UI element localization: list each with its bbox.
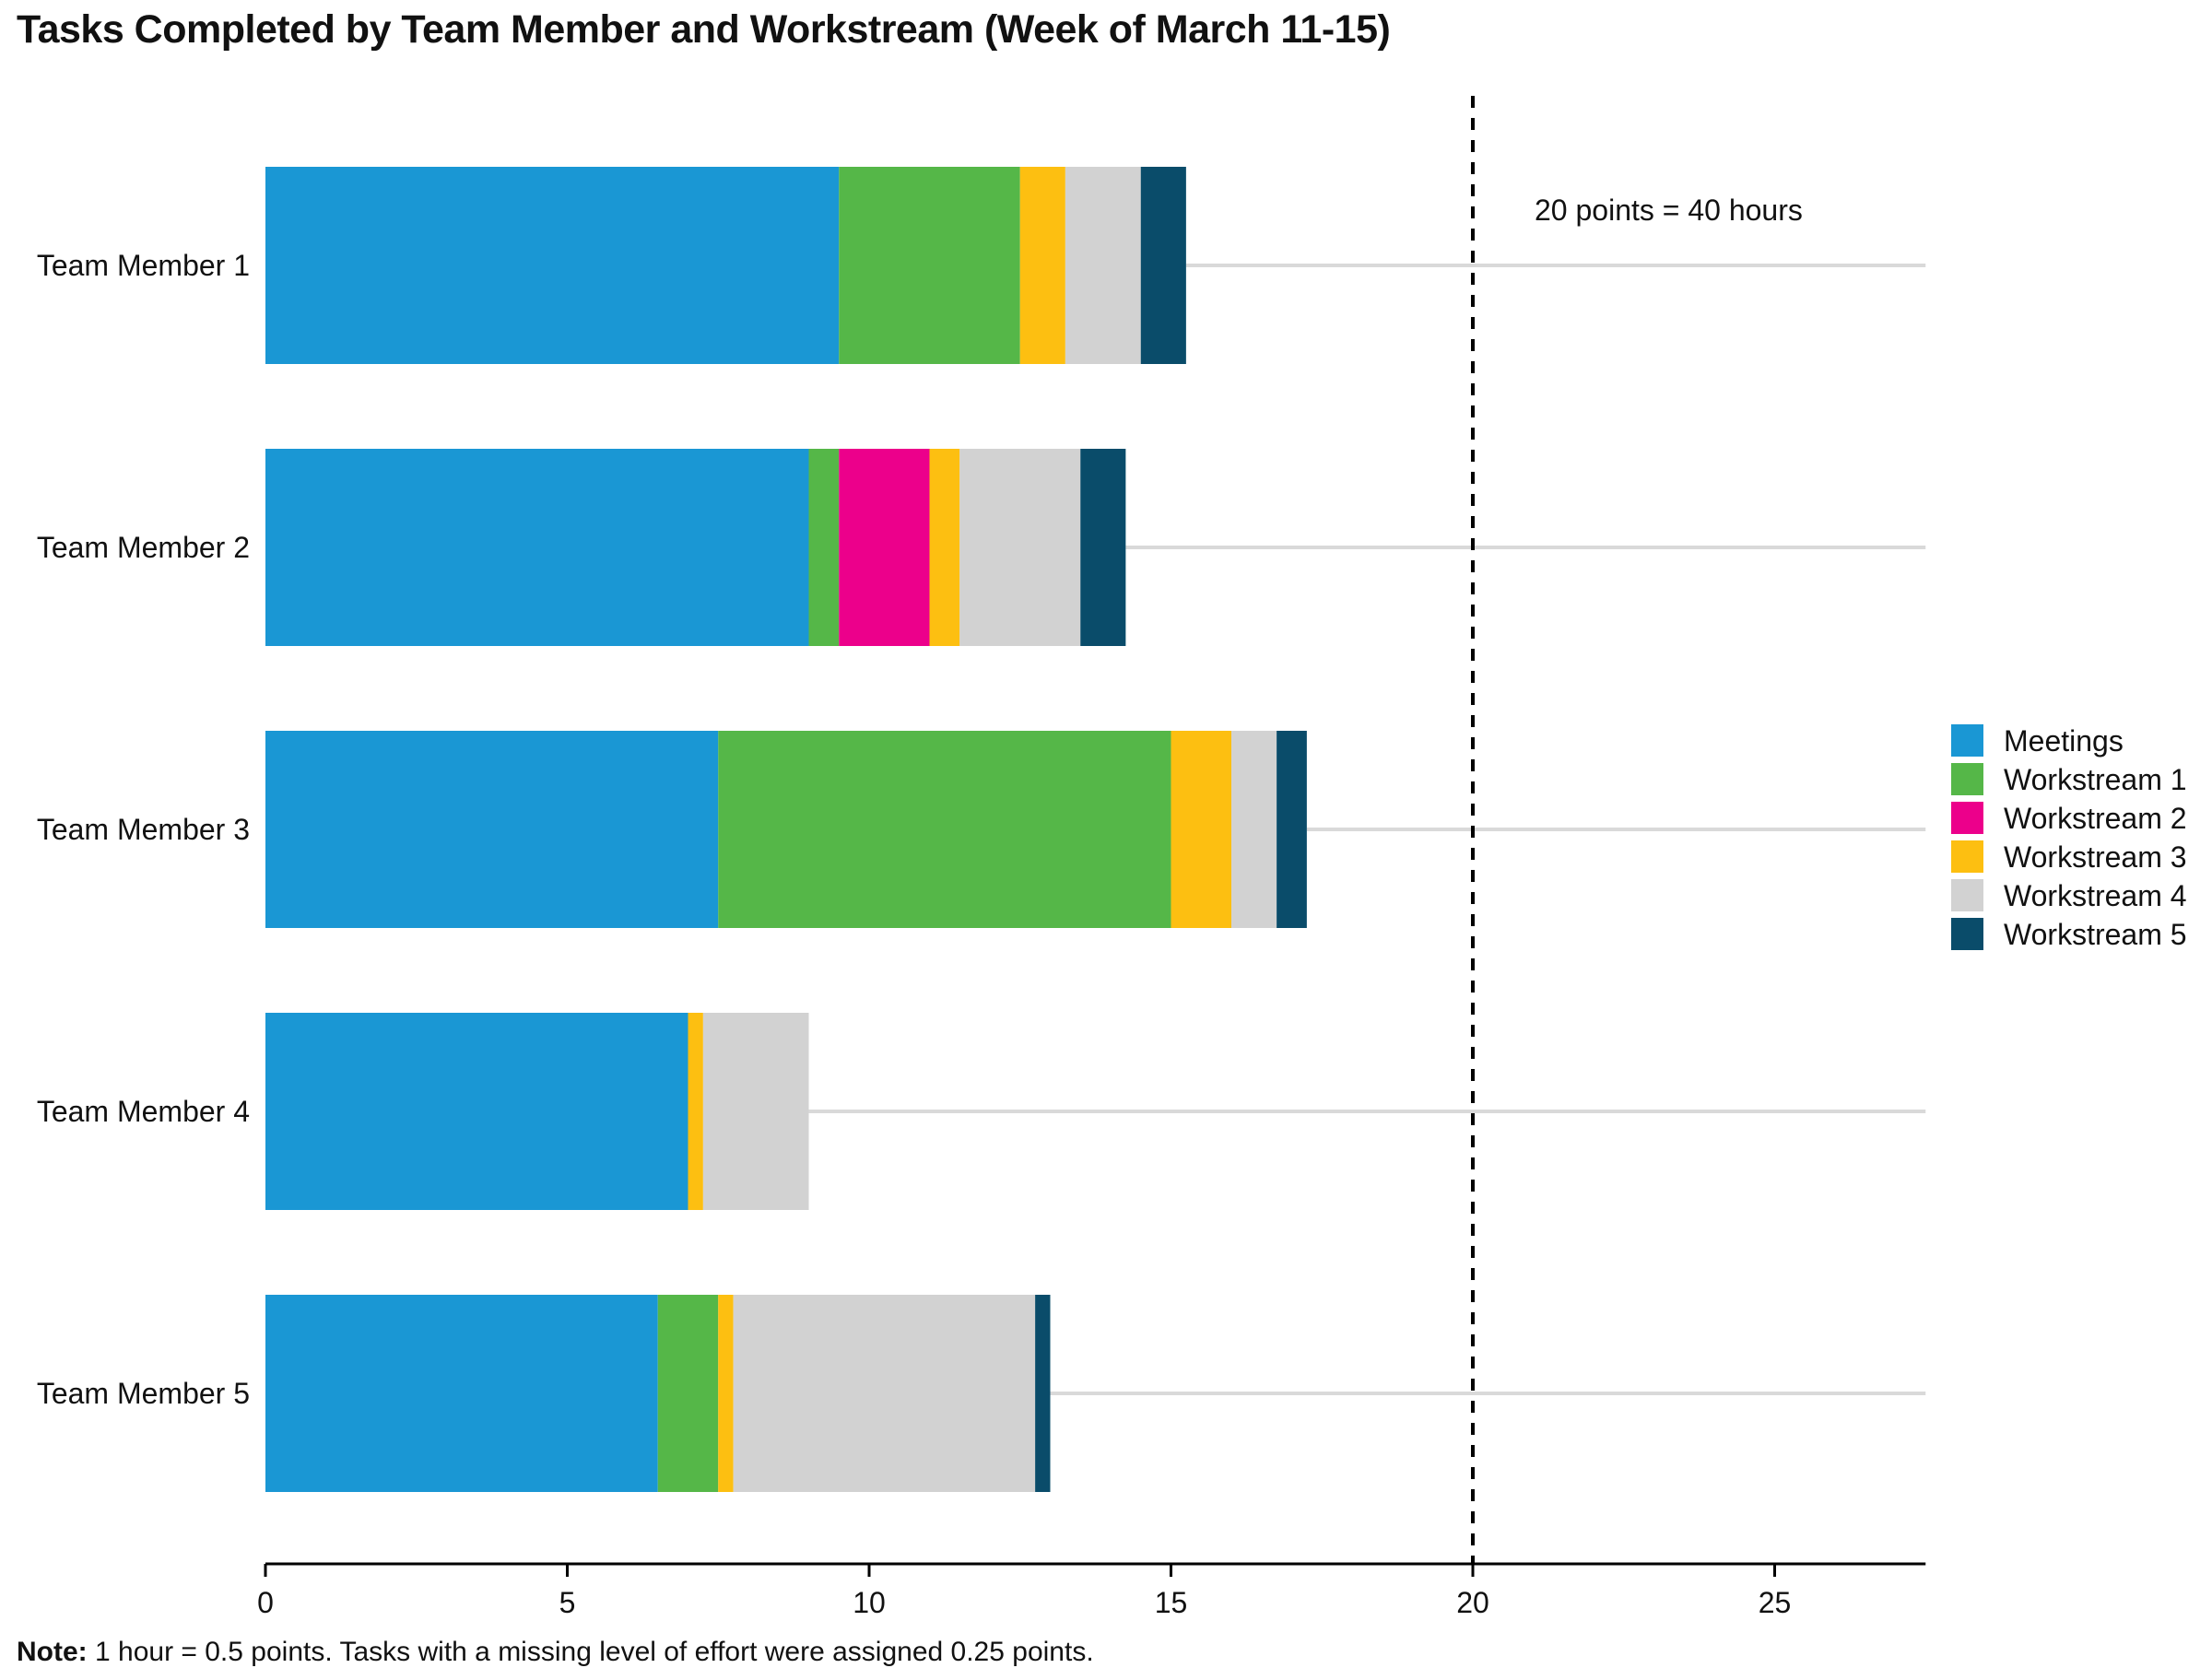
legend-swatch bbox=[1951, 763, 1983, 795]
y-tick-label: Team Member 5 bbox=[37, 1377, 250, 1410]
bar-segment bbox=[702, 1013, 809, 1210]
x-tick-label: 20 bbox=[1456, 1586, 1489, 1619]
legend-label: Workstream 1 bbox=[2004, 763, 2187, 796]
bar-track-lines bbox=[808, 264, 1926, 1395]
legend-label: Workstream 2 bbox=[2004, 802, 2187, 835]
y-tick-label: Team Member 4 bbox=[37, 1095, 250, 1128]
x-tick-label: 5 bbox=[559, 1586, 576, 1619]
bar-segment bbox=[1019, 167, 1065, 364]
bar-segments bbox=[265, 167, 1307, 1492]
bar-segment bbox=[718, 731, 1171, 928]
x-tick-label: 10 bbox=[853, 1586, 886, 1619]
bar-segment bbox=[1065, 167, 1141, 364]
bar-segment bbox=[1277, 731, 1307, 928]
bar-segment bbox=[839, 167, 1020, 364]
bar-segment bbox=[959, 449, 1081, 646]
legend-label: Workstream 4 bbox=[2004, 879, 2187, 912]
bar-segment bbox=[688, 1013, 703, 1210]
reference-line-label: 20 points = 40 hours bbox=[1535, 194, 1803, 227]
bar-segment bbox=[808, 449, 840, 646]
x-tick-label: 15 bbox=[1155, 1586, 1188, 1619]
legend-swatch bbox=[1951, 879, 1983, 911]
y-tick-label: Team Member 1 bbox=[37, 249, 250, 282]
bar-segment bbox=[265, 731, 719, 928]
bar-segment bbox=[657, 1295, 719, 1492]
bar-segment bbox=[929, 449, 960, 646]
y-tick-label: Team Member 2 bbox=[37, 531, 250, 564]
bar-segment bbox=[265, 167, 840, 364]
legend-swatch bbox=[1951, 840, 1983, 873]
note-text: 1 hour = 0.5 points. Tasks with a missin… bbox=[87, 1637, 1094, 1667]
note-label: Note: bbox=[17, 1637, 88, 1667]
bar-segment bbox=[265, 1013, 688, 1210]
chart-note: Note: 1 hour = 0.5 points. Tasks with a … bbox=[17, 1637, 1094, 1668]
bar-segment bbox=[718, 1295, 734, 1492]
reference-line-group: 20 points = 40 hours bbox=[1471, 96, 1803, 1564]
legend-label: Meetings bbox=[2004, 724, 2124, 758]
bar-segment bbox=[733, 1295, 1036, 1492]
bar-segment bbox=[1035, 1295, 1051, 1492]
bar-segment bbox=[265, 1295, 658, 1492]
chart-title: Tasks Completed by Team Member and Works… bbox=[17, 7, 1391, 52]
legend-swatch bbox=[1951, 802, 1983, 834]
x-tick-label: 0 bbox=[257, 1586, 274, 1619]
bar-segment bbox=[1140, 167, 1186, 364]
bar-segment bbox=[265, 449, 809, 646]
legend-label: Workstream 5 bbox=[2004, 918, 2187, 951]
x-axis: 0 5 10 15 20 25 bbox=[257, 1562, 1926, 1619]
bar-segment bbox=[1080, 449, 1126, 646]
y-tick-label: Team Member 3 bbox=[37, 813, 250, 846]
bar-segment bbox=[839, 449, 930, 646]
legend-label: Workstream 3 bbox=[2004, 840, 2187, 874]
bar-segment bbox=[1231, 731, 1277, 928]
legend-swatch bbox=[1951, 724, 1983, 757]
legend-swatch bbox=[1951, 918, 1983, 950]
y-axis-labels: Team Member 1 Team Member 2 Team Member 3 T… bbox=[37, 249, 250, 1410]
x-tick-label: 25 bbox=[1759, 1586, 1792, 1619]
legend: Meetings Workstream 1 Workstream 2 Workstre… bbox=[1951, 724, 2187, 951]
bar-segment bbox=[1171, 731, 1231, 928]
